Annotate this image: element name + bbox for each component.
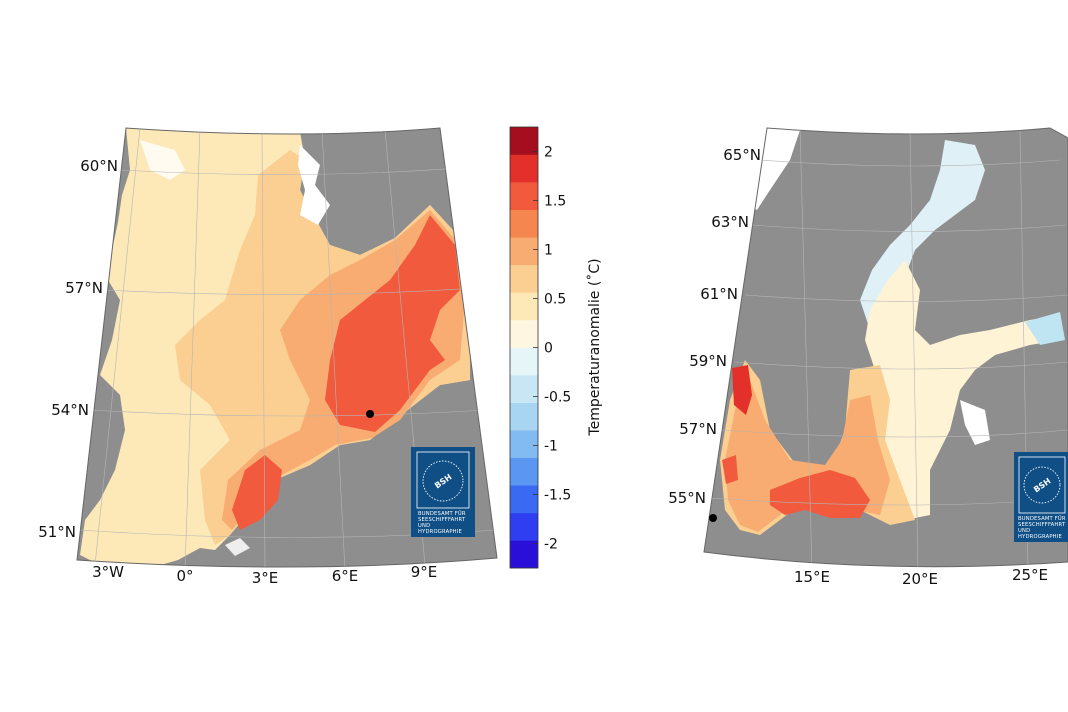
lon-label: 9°E [411,563,438,581]
coastline [225,538,250,556]
svg-text:HYDROGRAPHIE: HYDROGRAPHIE [418,529,462,535]
colorbar-swatch [510,430,538,459]
colorbar-swatch [510,319,538,348]
lon-label: 15°E [794,568,830,586]
north-sea-map: 60°N 57°N 54°N 51°N 3°W 0° 3°E 6°E 9°E B… [38,127,498,587]
colorbar-swatch [510,347,538,376]
colorbar-swatch [510,264,538,293]
svg-text:SEESCHIFFFAHRT: SEESCHIFFFAHRT [418,517,466,523]
colorbar-swatch [510,182,538,210]
svg-text:BUNDESAMT FÜR: BUNDESAMT FÜR [1018,515,1066,522]
svg-text:BUNDESAMT FÜR: BUNDESAMT FÜR [418,510,466,517]
colorbar-swatch [510,485,538,514]
lat-label: 51°N [38,523,76,541]
colorbar-swatch [510,237,538,266]
colorbar-swatch [510,540,538,569]
lon-label: 3°E [252,569,279,587]
lat-label: 57°N [679,420,717,438]
colorbar-tick-label: 0 [544,341,553,357]
colorbar-tick-label: -2 [544,537,558,553]
lon-label: 0° [176,567,193,585]
bsh-logo: BSH BUNDESAMT FÜR SEESCHIFFFAHRT UND HYD… [411,447,475,537]
lat-label: 57°N [65,279,103,297]
baltic-sea-map: 65°N 63°N 61°N 59°N 57°N 55°N 15°E 20°E … [668,127,1068,588]
coastline [745,128,800,210]
lat-label: 59°N [689,352,727,370]
colorbar-swatch [510,402,538,431]
colorbar-tick-label: 2 [544,145,553,161]
anomaly-contour-1.5 [325,215,460,432]
colorbar-tick-label: -1.5 [544,488,571,504]
coastline [298,145,330,225]
colorbar-tick-label: 1 [544,243,553,259]
lat-label: 54°N [51,401,89,419]
sea-area [1025,312,1065,345]
colorbar-swatch [510,457,538,486]
svg-text:SEESCHIFFFAHRT: SEESCHIFFFAHRT [1018,522,1066,528]
lat-label: 65°N [723,146,761,164]
colorbar-swatch [510,375,538,403]
anomaly-contour-1.5-belt [722,455,738,484]
svg-text:UND: UND [418,523,430,529]
bsh-logo: BSH BUNDESAMT FÜR SEESCHIFFFAHRT UND HYD… [1014,452,1068,542]
colorbar: 2 1.5 1 0.5 0 -0.5 -1 -1.5 -2 Temperaturanomalie… [509,126,603,569]
colorbar-swatch [510,127,538,155]
station-marker [709,514,717,522]
lon-label: 25°E [1012,566,1048,584]
anomaly-contour-1.5-south [232,455,282,530]
lat-label: 60°N [80,157,118,175]
lon-label: 20°E [902,570,938,588]
colorbar-swatch [510,154,538,183]
station-marker [366,410,374,418]
coastline [960,400,990,445]
colorbar-title: Temperaturanomalie (˚C) [586,258,603,436]
colorbar-tick-label: 1.5 [544,194,566,210]
colorbar-tick-label: 0.5 [544,292,566,308]
svg-text:HYDROGRAPHIE: HYDROGRAPHIE [1018,534,1062,540]
lat-label: 63°N [711,213,749,231]
lon-label: 6°E [332,567,359,585]
colorbar-tick-label: -0.5 [544,390,571,406]
svg-text:UND: UND [1018,528,1030,534]
coastline [140,140,185,180]
lat-label: 55°N [668,489,706,507]
colorbar-swatch [510,512,538,541]
anomaly-contour-1.5-kattegat [732,365,752,415]
colorbar-tick-label: -1 [544,439,558,455]
colorbar-swatch [510,292,538,321]
anomaly-contour-1.5 [770,470,870,518]
lat-label: 61°N [700,285,738,303]
lon-label: 3°W [92,563,124,581]
colorbar-swatch [510,209,538,238]
